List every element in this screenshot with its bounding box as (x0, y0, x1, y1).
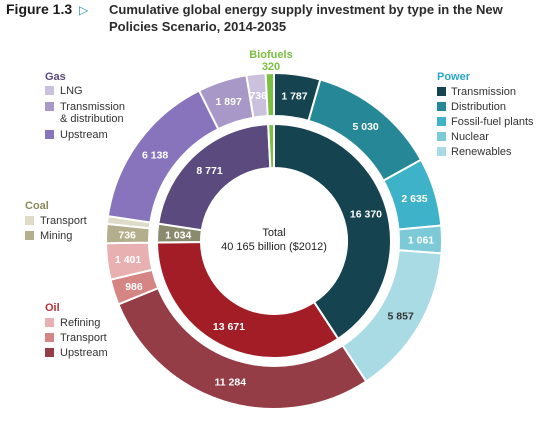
outer-oil-refining-value-label: 1 401 (115, 254, 141, 266)
inner-power-segment (273, 122, 392, 341)
outer-gas-lng-value-label: 736 (249, 90, 267, 102)
legend-oil: Oil Refining Transport Upstream (45, 302, 108, 359)
legend-label-oil-refining: Refining (60, 317, 100, 329)
center-label: Total 40 165 billion ($2012) (221, 227, 327, 253)
legend-label-gas-upstream: Upstream (60, 129, 108, 141)
figure-arrow-icon: ▷ (79, 3, 89, 17)
legend-swatch-lng (45, 86, 54, 95)
legend-swatch-renewables (437, 147, 446, 156)
inner-oil-value-label: 13 671 (213, 321, 245, 333)
inner-coal-value-label: 1 034 (165, 229, 191, 241)
legend-power-title: Power (437, 71, 471, 83)
outer-oil-upstream-value-label: 11 284 (215, 376, 247, 388)
legend-oil-title: Oil (45, 302, 60, 314)
outer-power-fossil-fuel-plants-value-label: 2 635 (401, 193, 427, 205)
figure-label: Figure 1.3 (6, 1, 73, 17)
legend-swatch-distribution (437, 102, 446, 111)
legend-label-distribution: Distribution (451, 101, 506, 113)
legend-label-oil-transport: Transport (60, 332, 107, 344)
legend-gas-title: Gas (45, 71, 66, 83)
legend-swatch-transmission (437, 87, 446, 96)
legend-coal: Coal Transport Mining (25, 200, 87, 242)
outer-coal-mining-value-label: 736 (118, 229, 136, 241)
figure-title: Cumulative global energy supply investme… (109, 2, 503, 34)
outer-gas-transmission-distribution-value-label: 1 897 (216, 96, 242, 108)
legend-swatch-fossil-fuel-plants (437, 117, 446, 126)
legend-coal-title: Coal (25, 200, 49, 212)
legend-swatch-oil-refining (45, 318, 54, 327)
legend-swatch-oil-upstream (45, 348, 54, 357)
inner-power-value-label: 16 370 (350, 209, 382, 221)
inner-oil-segment (155, 240, 340, 359)
inner-biofuels-segment (267, 122, 275, 170)
legend-label-coal-mining: Mining (40, 230, 72, 242)
legend-label-oil-upstream: Upstream (60, 347, 108, 359)
legend-power: Power Transmission Distribution Fossil-f… (437, 71, 534, 158)
segment-labels: 16 370 13 671 1 034 8 771 1 787 5 030 2 635 1 0… (115, 90, 434, 389)
donut-rings (105, 71, 443, 410)
legend-swatch-oil-transport (45, 333, 54, 342)
outer-power-transmission-value-label: 1 787 (281, 90, 307, 102)
outer-power-renewables-value-label: 5 857 (388, 311, 414, 323)
figure-header: Figure 1.3 ▷ Cumulative global energy su… (6, 0, 536, 36)
inner-gas-value-label: 8 771 (196, 165, 222, 177)
legend-label-coal-transport: Transport (40, 215, 87, 227)
legend-swatch-coal-mining (25, 231, 34, 240)
outer-gas-upstream-value-label: 6 138 (142, 150, 168, 162)
legend-gas: Gas LNG Transmission & distribution Upst… (45, 71, 125, 141)
legend-swatch-gas-upstream (45, 130, 54, 139)
center-total-value: 40 165 billion ($2012) (221, 241, 327, 253)
legend-swatch-nuclear (437, 132, 446, 141)
outer-oil-transport-value-label: 986 (125, 281, 143, 293)
center-total-title: Total (262, 227, 285, 239)
legend-label-gas-transmission: Transmission (60, 101, 125, 113)
legend-biofuels-title: Biofuels (249, 49, 292, 61)
legend-biofuels: Biofuels 320 (249, 49, 292, 73)
legend-label-transmission: Transmission (451, 86, 516, 98)
outer-power-distribution-value-label: 5 030 (352, 121, 378, 133)
outer-biofuels-biofuels-segment (264, 71, 275, 118)
legend-swatch-coal-transport (25, 216, 34, 225)
legend-label-renewables: Renewables (451, 146, 512, 158)
legend-label-fossil-fuel-plants: Fossil-fuel plants (451, 116, 534, 128)
legend-swatch-gas-transmission (45, 102, 54, 111)
legend-biofuels-value: 320 (262, 61, 280, 73)
outer-power-nuclear-value-label: 1 061 (408, 235, 434, 247)
legend-label-gas-distribution: & distribution (60, 113, 124, 125)
legend-label-nuclear: Nuclear (451, 131, 489, 143)
legend-label-lng: LNG (60, 85, 83, 97)
